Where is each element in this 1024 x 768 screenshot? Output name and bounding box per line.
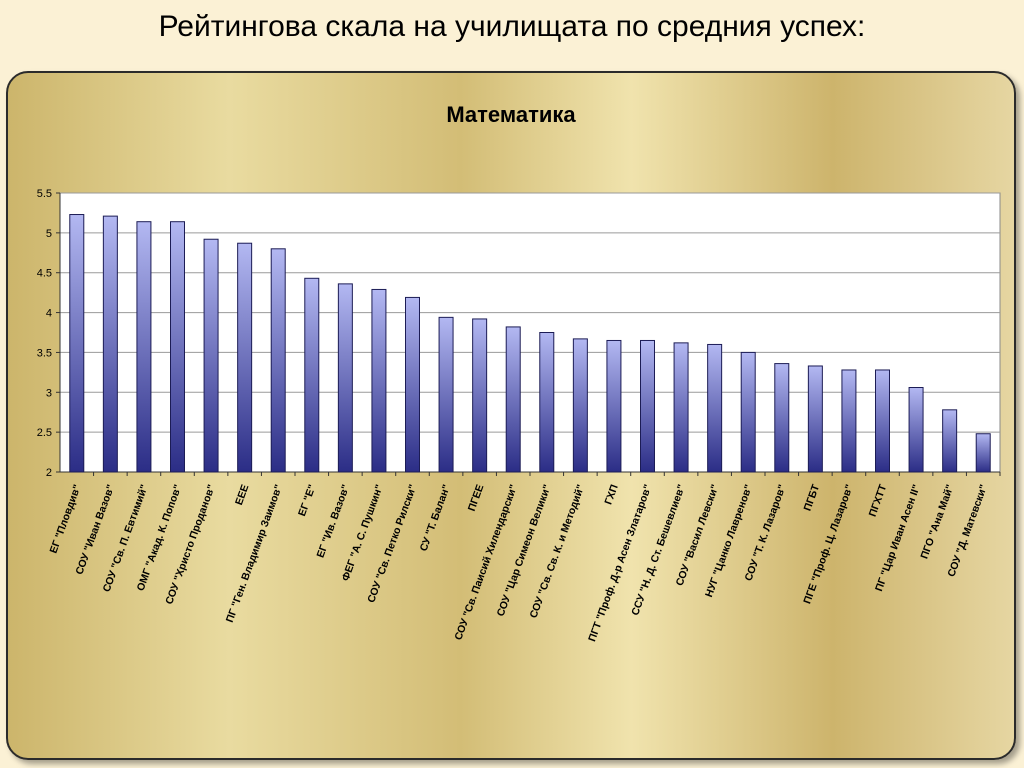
x-category-label: ПГ "Ген. Владимир Заимов" xyxy=(224,483,285,624)
x-category-label: ПГТ "Проф. Д-р Асен Златаров" xyxy=(586,483,654,643)
x-category-label: ПГО "Ана Май" xyxy=(918,483,956,561)
bar xyxy=(707,343,723,473)
slide-title: Рейтингова скала на училищата по средния… xyxy=(158,10,866,43)
x-category-label: ЕЕЕ xyxy=(233,483,251,507)
bar xyxy=(841,369,857,473)
y-tick-label: 3.5 xyxy=(37,347,52,359)
x-category-label: СОУ "Св. Паисий Хилендарски" xyxy=(452,483,520,642)
bar xyxy=(673,342,689,473)
bar xyxy=(572,338,588,473)
bar xyxy=(102,215,118,473)
x-category-label: ЕГ "Е" xyxy=(296,483,319,518)
chart-title: Математика xyxy=(446,102,576,127)
bar xyxy=(505,326,521,473)
chart-panel: Математика 2 2.5 3 3.5 4 4.5 5 5.5 ЕГ "Пловдив" С… xyxy=(6,71,1016,760)
y-tick-label: 4 xyxy=(46,308,52,320)
bar xyxy=(237,242,253,473)
x-category-label: ПГХТТ xyxy=(867,482,890,518)
plot-area xyxy=(59,192,1001,473)
bar xyxy=(438,316,454,473)
x-category-label: СУ "Т. Балан" xyxy=(418,483,453,553)
y-tick-label: 2.5 xyxy=(37,427,52,439)
y-tick-label: 4.5 xyxy=(37,268,52,280)
x-category-label: ПГБТ xyxy=(802,482,823,512)
bar xyxy=(774,363,790,473)
bar xyxy=(942,409,958,473)
y-tick-label: 5.5 xyxy=(37,188,52,200)
bar xyxy=(975,433,991,473)
bar xyxy=(807,365,823,473)
x-category-label: ГХП xyxy=(602,483,620,506)
bar xyxy=(640,339,655,473)
bar xyxy=(539,332,555,473)
bar xyxy=(304,277,320,473)
bar xyxy=(740,351,756,473)
bar-chart: Математика 2 2.5 3 3.5 4 4.5 5 5.5 ЕГ "Пловдив" С… xyxy=(37,102,1001,643)
bar xyxy=(203,238,219,473)
y-tick-label: 3 xyxy=(46,387,52,399)
bar xyxy=(472,318,488,473)
bar xyxy=(337,283,353,473)
y-tick-label: 5 xyxy=(46,228,52,240)
bar xyxy=(270,248,286,473)
y-tick-label: 2 xyxy=(46,467,52,479)
bar xyxy=(371,288,387,473)
bar xyxy=(170,221,185,473)
bar xyxy=(405,296,420,473)
x-category-label: ПГЕЕ xyxy=(466,483,487,513)
bar xyxy=(908,387,924,473)
bar xyxy=(606,339,622,473)
x-category-label: ЕГ "Пловдив" xyxy=(48,483,84,555)
bar xyxy=(875,369,890,473)
bar xyxy=(69,214,85,473)
x-category-label: ЕГ "Ив. Вазов" xyxy=(315,483,353,560)
bar xyxy=(136,221,152,473)
